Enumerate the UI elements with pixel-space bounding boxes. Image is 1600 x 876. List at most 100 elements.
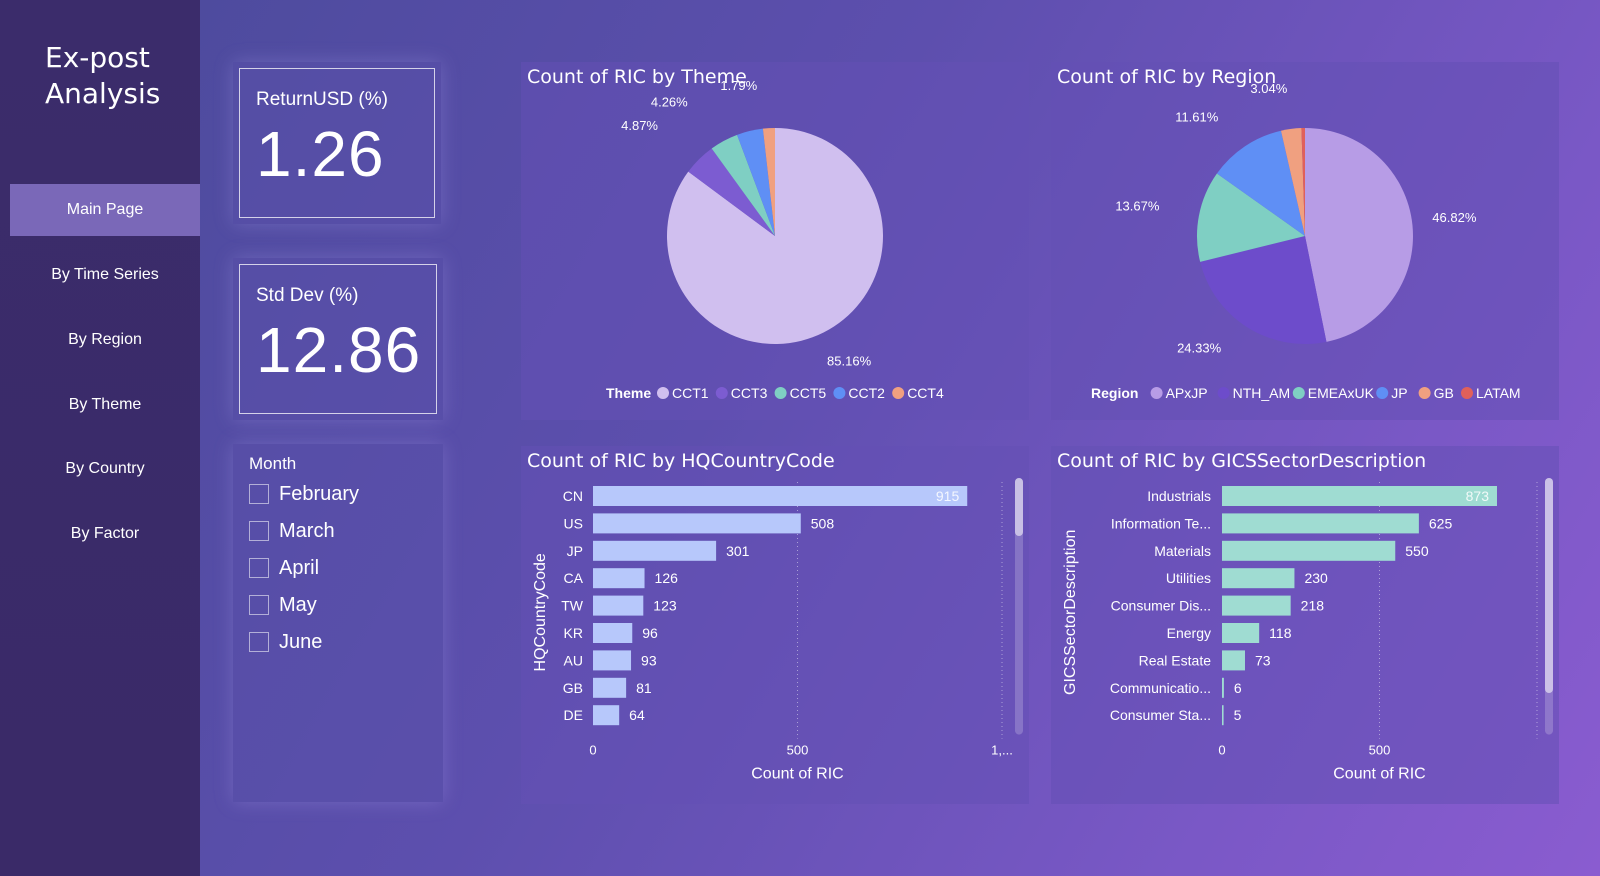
legend-marker xyxy=(657,387,669,399)
bar-gb[interactable] xyxy=(593,677,627,698)
legend-marker xyxy=(1150,387,1163,399)
bar-utilities[interactable] xyxy=(1222,568,1295,589)
pie-slice-apxjp[interactable] xyxy=(1305,128,1414,342)
bar-consumersta[interactable] xyxy=(1222,705,1224,726)
theme-pie-title: Count of RIC by Theme xyxy=(527,66,747,88)
legend-label-cct1[interactable]: CCT1 xyxy=(672,385,709,401)
nav-by-theme[interactable]: By Theme xyxy=(68,396,142,413)
legend-marker xyxy=(774,387,787,399)
region-pie-chart[interactable]: 46.82% 24.33% 13.67% 11.61% 3.04% Region APxJP… xyxy=(1051,62,1559,420)
category-label: Utilities xyxy=(1166,570,1211,586)
slicer-option-label: April xyxy=(279,556,320,579)
slicer-option-label: March xyxy=(279,519,335,542)
bar-realestate[interactable] xyxy=(1222,650,1245,671)
legend-marker xyxy=(715,387,728,399)
pie-slice-emeaxuk[interactable] xyxy=(1197,173,1305,262)
sector-bar-visual[interactable]: Count of RIC by GICSSectorDescription In… xyxy=(1051,446,1559,804)
bar-value-label: 118 xyxy=(1269,625,1292,641)
pie-data-label: 4.26% xyxy=(651,94,688,109)
pie-slice-jp[interactable] xyxy=(1216,130,1305,236)
slicer-option-june[interactable]: June xyxy=(249,628,322,656)
pie-data-label: 85.16% xyxy=(827,353,872,368)
checkbox-icon[interactable] xyxy=(249,558,269,578)
x-tick-label: 0 xyxy=(1218,743,1225,758)
pie-slice-gb[interactable] xyxy=(1280,128,1305,236)
country-bar-chart[interactable]: CN 915 US 508 JP 301 CA 126 TW 123 KR 96 AU 93 GB 81 DE 6… xyxy=(521,446,1029,804)
legend-label-gb[interactable]: GB xyxy=(1434,385,1454,401)
bar-us[interactable] xyxy=(593,513,801,534)
y-axis-title: GICSSectorDescription xyxy=(1062,530,1079,695)
scrollbar-track[interactable] xyxy=(1015,478,1023,735)
legend-label-cct4[interactable]: CCT4 xyxy=(907,385,944,401)
slicer-option-march[interactable]: March xyxy=(249,517,335,545)
bar-value-label: 218 xyxy=(1301,598,1325,614)
slicer-option-april[interactable]: April xyxy=(249,554,319,582)
scrollbar-thumb[interactable] xyxy=(1015,478,1023,536)
y-axis-title: HQCountryCode xyxy=(532,553,549,671)
checkbox-icon[interactable] xyxy=(249,484,269,504)
x-tick-label: 1,... xyxy=(991,743,1013,758)
pie-slice-cct3[interactable] xyxy=(688,148,775,236)
bar-informationte[interactable] xyxy=(1222,513,1419,534)
scrollbar-thumb[interactable] xyxy=(1545,478,1553,693)
checkbox-icon[interactable] xyxy=(249,521,269,541)
pie-slice-cct5[interactable] xyxy=(711,134,775,236)
sector-bar-chart[interactable]: Industrials 873 Information Te... 625 Materi… xyxy=(1051,446,1559,804)
kpi-return-frame: ReturnUSD (%) 1.26 xyxy=(239,68,435,218)
bar-value-label: 550 xyxy=(1405,543,1429,559)
legend-marker xyxy=(892,387,905,399)
nav-by-factor[interactable]: By Factor xyxy=(70,525,140,542)
bar-materials[interactable] xyxy=(1222,540,1396,561)
category-label: Consumer Dis... xyxy=(1111,598,1211,614)
bar-de[interactable] xyxy=(593,705,620,726)
legend-label-cct3[interactable]: CCT3 xyxy=(731,385,768,401)
checkbox-icon[interactable] xyxy=(249,632,269,652)
bar-value-label: 93 xyxy=(641,652,657,668)
country-bar-visual[interactable]: Count of RIC by HQCountryCode CN 915 US 508… xyxy=(521,446,1029,804)
bar-au[interactable] xyxy=(593,650,632,671)
category-label: TW xyxy=(561,598,584,614)
category-label: Industrials xyxy=(1147,488,1211,504)
legend-label-cct5[interactable]: CCT5 xyxy=(790,385,827,401)
pie-data-label: 24.33% xyxy=(1177,341,1222,356)
bar-value-label: 5 xyxy=(1234,707,1242,723)
legend-label-apxjp[interactable]: APxJP xyxy=(1166,385,1208,401)
pie-data-label: 11.61% xyxy=(1175,109,1219,124)
pie-slice-cct4[interactable] xyxy=(762,128,775,236)
legend-label-latam[interactable]: LATAM xyxy=(1476,385,1521,401)
category-label: DE xyxy=(564,707,583,723)
nav-by-country[interactable]: By Country xyxy=(65,460,145,477)
pie-slice-nth_am[interactable] xyxy=(1200,236,1327,344)
kpi-stddev-label: Std Dev (%) xyxy=(256,285,359,306)
legend-label-nth_am[interactable]: NTH_AM xyxy=(1233,385,1291,401)
theme-pie-chart[interactable]: 85.16% 4.87% 4.26% 1.79% Theme CCT1 CCT3 CCT5 CC… xyxy=(521,62,1029,420)
bar-energy[interactable] xyxy=(1222,623,1260,643)
nav-by-region[interactable]: By Region xyxy=(68,331,142,348)
legend-label-cct2[interactable]: CCT2 xyxy=(848,385,885,401)
kpi-card-stddev: Std Dev (%) 12.86 xyxy=(233,258,443,420)
sidebar: Ex-post Analysis Main Page By Time Serie… xyxy=(0,0,200,876)
legend-label-emeaxuk[interactable]: EMEAxUK xyxy=(1308,385,1375,401)
slicer-option-may[interactable]: May xyxy=(249,591,317,619)
nav-by-time-series[interactable]: By Time Series xyxy=(51,266,159,283)
region-pie-title: Count of RIC by Region xyxy=(1057,66,1277,88)
theme-pie-visual[interactable]: Count of RIC by Theme 85.16% 4.87% 4.26% 1.… xyxy=(521,62,1029,420)
pie-slice-cct2[interactable] xyxy=(737,128,775,236)
checkbox-icon[interactable] xyxy=(249,595,269,615)
slicer-option-february[interactable]: February xyxy=(249,480,359,508)
bar-cn[interactable] xyxy=(593,486,968,506)
nav-main-page[interactable]: Main Page xyxy=(10,184,200,236)
bar-ca[interactable] xyxy=(593,568,645,589)
bar-tw[interactable] xyxy=(593,595,644,616)
bar-communicatio[interactable] xyxy=(1222,677,1224,698)
legend-label-jp[interactable]: JP xyxy=(1391,385,1407,401)
region-pie-visual[interactable]: Count of RIC by Region 46.82% 24.33% 13.67… xyxy=(1051,62,1559,420)
bar-value-label: 6 xyxy=(1234,680,1242,696)
bar-industrials[interactable] xyxy=(1222,486,1497,506)
bar-consumerdis[interactable] xyxy=(1222,595,1291,616)
bar-value-label: 64 xyxy=(629,707,645,723)
pie-slice-latam[interactable] xyxy=(1301,128,1305,236)
legend-marker xyxy=(1217,387,1230,399)
bar-jp[interactable] xyxy=(593,540,717,561)
bar-kr[interactable] xyxy=(593,623,633,643)
